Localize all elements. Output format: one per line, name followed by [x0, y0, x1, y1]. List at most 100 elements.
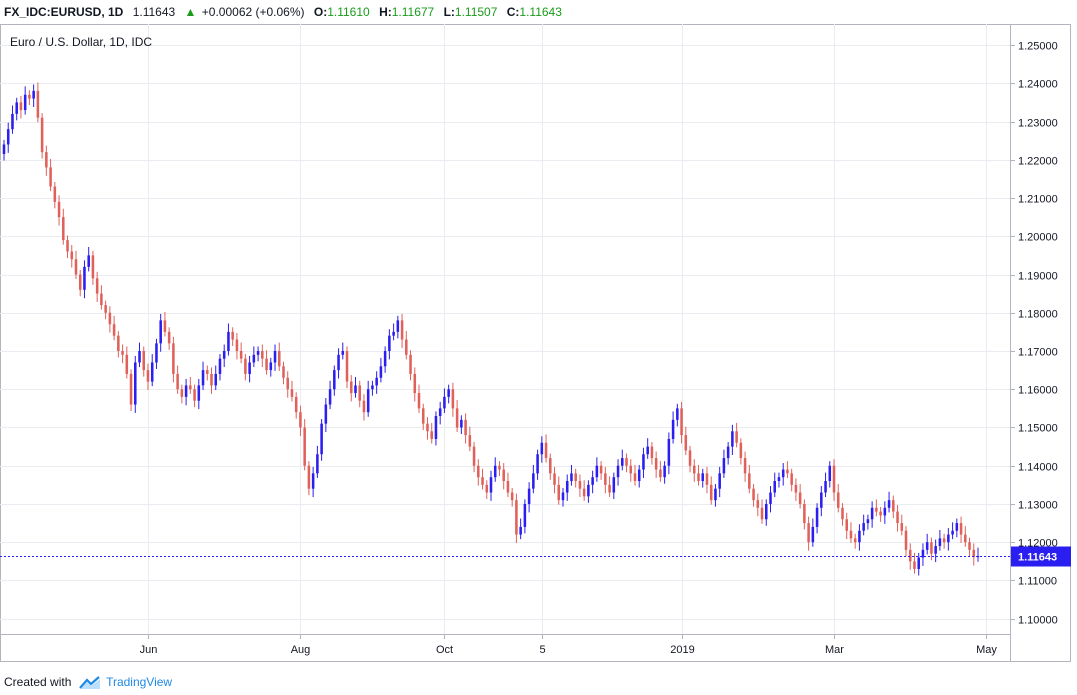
candle: [438, 401, 442, 425]
candle: [608, 476, 611, 498]
candle: [104, 300, 107, 320]
candle: [95, 271, 99, 303]
candle: [964, 526, 967, 547]
candle: [451, 382, 455, 417]
candle: [286, 371, 290, 398]
price-chart[interactable]: 1.25000 1.24000 1.23000 1.22000 1.21000 1.200…: [0, 24, 1077, 664]
candle: [405, 331, 408, 360]
candle: [913, 552, 916, 574]
candle: [57, 195, 61, 226]
candle: [968, 537, 971, 557]
close-value: 1.11643: [519, 5, 562, 19]
candle: [671, 411, 675, 444]
candle: [222, 344, 226, 368]
candle: [498, 461, 501, 477]
candle: [409, 350, 412, 381]
candle: [718, 466, 721, 498]
y-tick-label: 1.24000: [1018, 79, 1058, 91]
candle: [455, 399, 459, 433]
candle: [485, 480, 489, 499]
candle: [100, 285, 103, 310]
candle: [667, 432, 671, 475]
candle: [942, 533, 946, 549]
candle: [146, 363, 150, 390]
y-tick-label: 1.18000: [1018, 309, 1058, 321]
candle: [193, 384, 196, 408]
candle: [345, 346, 349, 389]
x-tick-label: Mar: [825, 644, 844, 656]
candle: [392, 323, 395, 341]
price-axis[interactable]: 1.25000 1.24000 1.23000 1.22000 1.21000 1.200…: [1010, 41, 1058, 627]
candle: [421, 403, 425, 431]
candle: [477, 459, 480, 486]
candle: [532, 464, 535, 494]
candle: [663, 461, 666, 484]
candle: [769, 485, 772, 513]
tradingview-link[interactable]: TradingView: [106, 675, 173, 689]
candle: [578, 474, 582, 498]
candle: [74, 250, 78, 280]
candle: [70, 245, 74, 268]
candle: [828, 461, 832, 488]
footer: Created with TradingView: [4, 672, 172, 692]
y-tick-label: 1.23000: [1018, 118, 1058, 130]
candle: [328, 380, 332, 410]
open-value: 1.11610: [327, 5, 370, 19]
candle: [341, 342, 345, 360]
candle: [159, 313, 162, 352]
candle: [633, 464, 637, 486]
candle: [836, 484, 840, 513]
candle: [849, 522, 853, 543]
candle: [464, 413, 467, 444]
candle: [121, 344, 124, 364]
y-tick-label: 1.22000: [1018, 156, 1058, 168]
candle: [218, 354, 222, 381]
candle: [299, 405, 302, 436]
candle: [955, 518, 959, 538]
candle: [807, 516, 810, 551]
candle: [129, 369, 133, 412]
candle: [125, 346, 129, 379]
candle: [244, 354, 247, 381]
candle: [2, 139, 6, 161]
candle: [858, 524, 861, 551]
candle: [189, 376, 192, 394]
candle: [841, 503, 844, 526]
y-tick-label: 1.19000: [1018, 271, 1058, 283]
candle: [180, 384, 184, 404]
candle: [684, 426, 688, 456]
y-tick-label: 1.21000: [1018, 194, 1058, 206]
candle: [853, 533, 857, 549]
candle: [938, 529, 942, 551]
candle: [337, 348, 340, 379]
candle: [290, 380, 294, 402]
candle: [252, 346, 256, 368]
time-axis[interactable]: Jun Aug Oct 5 2019 Mar May: [140, 634, 998, 656]
candle: [167, 327, 171, 350]
candle: [248, 355, 251, 383]
candle: [739, 438, 743, 465]
candle: [294, 392, 298, 419]
symbol-label[interactable]: FX_IDC:EURUSD, 1D: [4, 5, 124, 19]
candle: [536, 449, 539, 480]
candle: [78, 269, 82, 297]
candle: [692, 459, 696, 482]
candle: [875, 499, 878, 517]
candle: [349, 375, 353, 402]
candle: [320, 419, 323, 461]
candle: [426, 417, 429, 440]
candle: [417, 384, 421, 413]
candle: [333, 365, 336, 396]
candle: [108, 306, 112, 333]
candle: [396, 315, 400, 339]
x-tick-label: Aug: [291, 644, 311, 656]
y-tick-label: 1.13000: [1018, 500, 1058, 512]
open-label: O:: [313, 5, 328, 19]
candle: [883, 501, 887, 524]
candle: [265, 350, 268, 375]
candle: [311, 466, 315, 498]
candle: [731, 424, 734, 456]
candle: [930, 537, 933, 561]
candle: [659, 461, 662, 482]
candle: [36, 82, 40, 123]
